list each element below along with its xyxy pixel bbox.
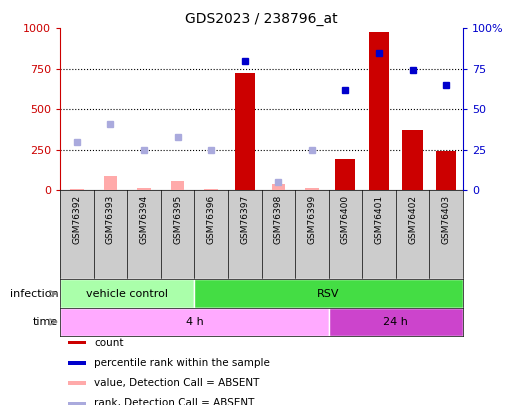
Text: percentile rank within the sample: percentile rank within the sample	[94, 358, 270, 368]
Text: count: count	[94, 338, 124, 347]
Bar	[436, 151, 456, 190]
Bar	[369, 32, 389, 190]
Bar	[68, 361, 86, 364]
Bar	[403, 130, 423, 190]
Text: GSM76399: GSM76399	[308, 195, 316, 244]
Bar	[305, 188, 319, 190]
Bar	[271, 184, 285, 190]
Text: GSM76401: GSM76401	[374, 195, 383, 244]
Bar	[68, 382, 86, 385]
Bar	[195, 279, 463, 308]
Text: GSM76402: GSM76402	[408, 195, 417, 244]
Bar	[104, 176, 117, 190]
Bar	[328, 308, 463, 336]
Text: vehicle control: vehicle control	[86, 289, 168, 298]
Text: GSM76395: GSM76395	[173, 195, 182, 244]
Bar	[204, 189, 218, 190]
Text: GSM76394: GSM76394	[140, 195, 149, 244]
Text: GSM76398: GSM76398	[274, 195, 283, 244]
Text: 24 h: 24 h	[383, 317, 408, 327]
Bar	[60, 279, 195, 308]
Bar	[171, 181, 184, 190]
Bar	[68, 401, 86, 405]
Text: GSM76392: GSM76392	[72, 195, 82, 244]
Text: infection: infection	[10, 289, 59, 298]
Bar	[70, 189, 84, 190]
Text: GSM76393: GSM76393	[106, 195, 115, 244]
Text: GSM76396: GSM76396	[207, 195, 215, 244]
Text: rank, Detection Call = ABSENT: rank, Detection Call = ABSENT	[94, 399, 255, 405]
Bar	[138, 188, 151, 190]
Bar	[235, 73, 255, 190]
Text: GSM76397: GSM76397	[240, 195, 249, 244]
Bar	[68, 341, 86, 344]
Text: 4 h: 4 h	[186, 317, 203, 327]
Text: GSM76403: GSM76403	[441, 195, 451, 244]
Text: RSV: RSV	[317, 289, 340, 298]
Text: value, Detection Call = ABSENT: value, Detection Call = ABSENT	[94, 378, 260, 388]
Bar	[335, 159, 356, 190]
Title: GDS2023 / 238796_at: GDS2023 / 238796_at	[185, 12, 338, 26]
Text: GSM76400: GSM76400	[341, 195, 350, 244]
Text: time: time	[33, 317, 59, 327]
Bar	[60, 308, 328, 336]
